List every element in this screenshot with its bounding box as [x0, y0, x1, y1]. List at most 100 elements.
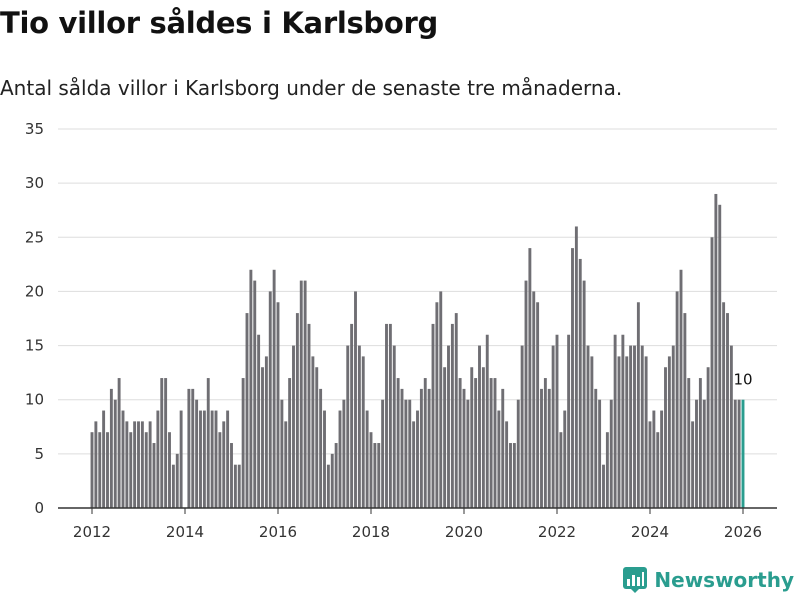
bar	[605, 432, 609, 508]
bar	[726, 313, 729, 508]
bar	[152, 443, 156, 508]
bar	[98, 432, 102, 508]
bar	[121, 410, 125, 508]
bar	[536, 302, 540, 508]
bar	[354, 291, 357, 508]
bar	[586, 345, 590, 508]
y-tick-label: 0	[34, 499, 44, 517]
bar	[528, 248, 532, 509]
bar	[559, 432, 563, 508]
bar	[501, 388, 505, 508]
bar	[202, 410, 206, 508]
chart-subtitle: Antal sålda villor i Karlsborg under de …	[0, 76, 623, 100]
bar	[664, 367, 667, 508]
bar	[268, 291, 272, 508]
bar	[237, 464, 241, 508]
bar	[412, 421, 416, 508]
bar	[280, 399, 284, 508]
bar	[164, 378, 168, 508]
bar	[532, 291, 536, 508]
bars	[90, 193, 745, 509]
bar	[396, 378, 400, 508]
x-tick-label: 2026	[724, 523, 762, 541]
bar	[117, 378, 121, 508]
bar	[249, 269, 253, 508]
bar	[206, 378, 210, 508]
bar	[489, 378, 493, 508]
bar	[214, 410, 218, 508]
bar	[633, 345, 636, 508]
bar	[330, 453, 334, 508]
bar	[338, 410, 342, 508]
bar	[295, 313, 299, 508]
bar	[474, 378, 478, 508]
bar	[357, 345, 361, 508]
bar	[257, 334, 261, 508]
gridlines	[58, 128, 777, 455]
bar	[272, 269, 276, 508]
bar	[660, 410, 664, 508]
bar	[571, 248, 574, 509]
y-tick-label: 5	[34, 445, 44, 463]
bar	[350, 323, 354, 508]
bar	[594, 388, 598, 508]
bar	[691, 421, 695, 508]
bar	[230, 443, 233, 508]
bar	[144, 432, 148, 508]
bar	[737, 399, 741, 508]
bar	[175, 453, 179, 508]
bar	[710, 237, 714, 509]
y-tick-label: 10	[25, 391, 44, 409]
bar	[264, 356, 268, 508]
bar	[485, 334, 489, 508]
bar	[381, 399, 385, 508]
bar	[369, 432, 373, 508]
bar	[509, 443, 512, 508]
bar	[675, 291, 679, 508]
bar	[416, 410, 419, 508]
bar	[284, 421, 288, 508]
y-tick-label: 30	[25, 174, 44, 192]
bar	[481, 367, 485, 508]
bar	[315, 367, 319, 508]
bar	[567, 334, 571, 508]
bar	[218, 432, 222, 508]
bar	[648, 421, 652, 508]
bar	[683, 313, 687, 508]
bar	[582, 280, 586, 508]
bar	[311, 356, 315, 508]
annotations: 10	[733, 371, 752, 389]
bar	[303, 280, 307, 508]
bar	[133, 421, 137, 508]
x-tick-label: 2014	[166, 523, 204, 541]
newsworthy-logo-icon	[623, 567, 648, 593]
bar	[667, 356, 671, 508]
bar	[377, 443, 381, 508]
bar	[288, 378, 292, 508]
y-tick-label: 35	[25, 120, 44, 138]
bar	[470, 367, 474, 508]
x-tick-label: 2018	[352, 523, 390, 541]
bar	[326, 464, 330, 508]
bar	[617, 356, 621, 508]
bar	[113, 399, 117, 508]
bar	[450, 323, 454, 508]
bar	[365, 410, 369, 508]
bar	[702, 399, 706, 508]
bar	[574, 226, 578, 508]
x-tick-label: 2012	[73, 523, 111, 541]
bar	[640, 345, 644, 508]
bar	[373, 443, 377, 508]
bar	[171, 464, 175, 508]
bar	[222, 421, 226, 508]
bar	[505, 421, 509, 508]
bar	[590, 356, 594, 508]
bar	[427, 388, 431, 508]
bar	[106, 432, 109, 508]
bar	[578, 258, 582, 508]
bar	[307, 323, 311, 508]
bar	[714, 193, 718, 508]
bar	[629, 345, 633, 508]
bar	[687, 378, 691, 508]
bar	[334, 443, 338, 508]
